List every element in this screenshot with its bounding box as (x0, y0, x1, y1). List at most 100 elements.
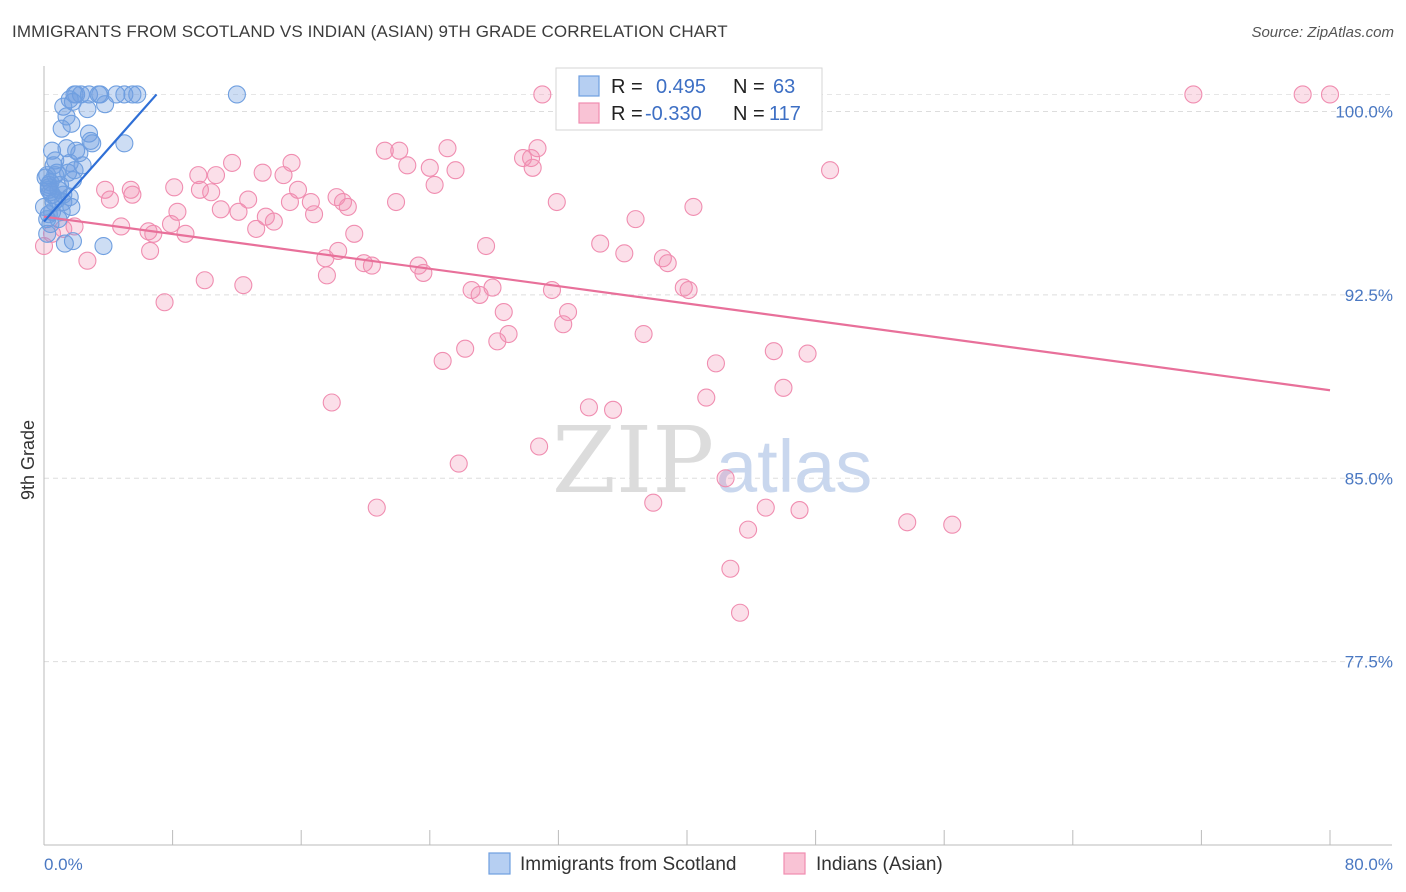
indian-point-69 (528, 139, 547, 158)
indian-point-4 (78, 251, 97, 270)
indian-point-28 (253, 163, 272, 182)
scotland-point-17 (62, 114, 81, 133)
y-tick-label-0: 100.0% (1335, 103, 1393, 122)
indian-point-24 (229, 202, 248, 221)
indian-point-93 (756, 498, 775, 517)
x-tick-label-1: 80.0% (1345, 855, 1393, 874)
y-tick-label-2: 85.0% (1345, 469, 1393, 488)
grid-lines (44, 93, 1392, 663)
indian-point-53 (420, 158, 439, 177)
y-tick-label-1: 92.5% (1345, 286, 1393, 305)
indian-point-92 (739, 520, 758, 539)
scotland-point-51 (94, 236, 113, 256)
legend-indian-label: Indians (Asian) (816, 854, 943, 875)
stats-legend-box (555, 67, 823, 131)
scotland-point-21 (83, 134, 102, 153)
indian-point-50 (398, 156, 417, 175)
indian-point-11 (141, 241, 160, 260)
indian-point-81 (644, 493, 663, 512)
scotland-point-14 (54, 97, 73, 116)
indian-swatch (578, 102, 600, 124)
indian-point-101 (533, 85, 552, 104)
indian-trend-line (43, 215, 1331, 392)
watermark: ZIP atlas (552, 407, 872, 514)
indian-point-34 (288, 180, 308, 199)
legend-n-value-scotland: 63 (773, 76, 795, 98)
indian-point-39 (322, 393, 341, 412)
y-tick-label-3: 77.5% (1345, 653, 1393, 672)
indian-point-83 (658, 254, 677, 273)
scotland-point-18 (52, 119, 71, 138)
indian-point-106 (327, 188, 346, 207)
legend-scotland-swatch (488, 852, 511, 875)
scotland-trend-line (43, 93, 158, 223)
indian-point-15 (165, 178, 184, 197)
indian-point-46 (367, 498, 386, 517)
indian-point-22 (211, 200, 230, 219)
indian-point-49 (390, 141, 409, 160)
indian-point-87 (697, 388, 716, 407)
indian-point-76 (591, 234, 610, 253)
scotland-point-8 (123, 85, 142, 104)
y-axis-label: 9th Grade (18, 420, 38, 500)
scotland-point-25 (42, 141, 62, 160)
legend-r-label-indian: R = (611, 103, 643, 125)
indian-point-84 (674, 278, 693, 297)
indian-point-88 (706, 354, 725, 373)
indian-point-54 (425, 175, 444, 194)
legend-scotland-label: Immigrants from Scotland (520, 854, 736, 875)
indian-point-85 (679, 280, 698, 300)
legend-r-label-scotland: R = (611, 76, 643, 98)
indian-point-107 (190, 180, 209, 199)
indian-point-26 (239, 190, 258, 209)
indian-point-103 (1184, 85, 1203, 104)
indian-point-80 (634, 324, 653, 344)
indian-point-48 (386, 192, 406, 212)
indian-points (34, 85, 1340, 622)
indian-point-100 (943, 515, 962, 534)
scotland-point-62 (39, 180, 58, 199)
indian-point-70 (530, 437, 549, 456)
scotland-point-50 (55, 234, 74, 253)
indian-point-58 (449, 454, 468, 473)
indian-point-90 (721, 559, 740, 578)
indian-point-27 (247, 219, 266, 238)
trend-lines (43, 93, 1331, 392)
scotland-point-56 (70, 144, 89, 163)
indian-point-21 (206, 166, 226, 185)
indian-point-10 (121, 180, 140, 199)
scotland-point-57 (41, 173, 60, 192)
indian-point-18 (189, 166, 208, 185)
indian-point-95 (774, 378, 793, 397)
chart-title: IMMIGRANTS FROM SCOTLAND VS INDIAN (ASIA… (12, 22, 728, 41)
indian-point-17 (176, 224, 195, 243)
y-tick-labels: 100.0% 92.5% 85.0% 77.5% (1335, 103, 1393, 672)
scotland-swatch (578, 75, 600, 97)
indian-point-77 (604, 400, 623, 419)
indian-point-57 (446, 161, 465, 180)
indian-point-55 (433, 351, 452, 370)
indian-point-74 (558, 302, 578, 322)
series-legend: Immigrants from Scotland Indians (Asian) (488, 852, 943, 875)
indian-point-75 (579, 398, 598, 417)
indian-point-79 (626, 210, 645, 229)
legend-r-value-indian: -0.330 (645, 103, 702, 125)
indian-point-33 (282, 153, 301, 172)
indian-point-78 (615, 244, 634, 263)
watermark-atlas: atlas (716, 425, 872, 508)
indian-point-20 (202, 183, 221, 202)
indian-point-108 (523, 158, 542, 177)
indian-point-65 (494, 302, 513, 322)
legend-indian-swatch (783, 852, 806, 875)
indian-point-30 (264, 212, 283, 231)
scotland-point-12 (96, 95, 115, 114)
legend-r-value-scotland: 0.495 (656, 76, 706, 98)
indian-point-6 (100, 190, 119, 209)
indian-point-66 (499, 324, 518, 344)
indian-point-47 (375, 141, 394, 160)
indian-point-64 (488, 332, 507, 351)
indian-point-89 (716, 469, 735, 488)
scotland-point-9 (128, 85, 147, 104)
indian-point-16 (168, 202, 187, 221)
